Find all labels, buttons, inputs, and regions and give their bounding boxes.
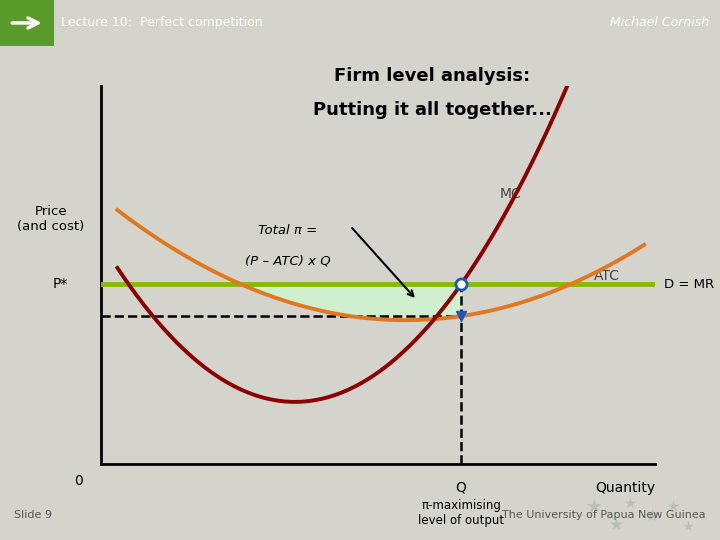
- Point: [624, 499, 636, 508]
- Text: D = MR: D = MR: [664, 278, 714, 291]
- Text: Firm level analysis:: Firm level analysis:: [334, 67, 530, 85]
- Text: P*: P*: [52, 277, 68, 291]
- Text: Quantity: Quantity: [595, 482, 655, 495]
- Text: (P – ATC) x Q: (P – ATC) x Q: [246, 254, 330, 267]
- Text: MC: MC: [500, 187, 522, 201]
- Text: π-maximising
level of output: π-maximising level of output: [418, 500, 504, 527]
- Text: Q: Q: [456, 481, 467, 495]
- Point: [646, 510, 657, 519]
- Text: Putting it all together...: Putting it all together...: [312, 102, 552, 119]
- Text: Slide 9: Slide 9: [14, 510, 53, 520]
- Point: [588, 501, 600, 510]
- Text: 0: 0: [74, 475, 83, 488]
- Point: [682, 522, 693, 530]
- Point: [667, 501, 679, 510]
- FancyBboxPatch shape: [0, 0, 54, 46]
- Text: The University of Papua New Guinea: The University of Papua New Guinea: [502, 510, 706, 520]
- Text: Michael Cornish: Michael Cornish: [610, 16, 709, 30]
- Point: [610, 519, 621, 528]
- Text: Total π =: Total π =: [258, 224, 318, 237]
- Text: Price
(and cost): Price (and cost): [17, 205, 84, 233]
- Text: Lecture 10:  Perfect competition: Lecture 10: Perfect competition: [61, 16, 263, 30]
- Text: ATC: ATC: [594, 269, 620, 283]
